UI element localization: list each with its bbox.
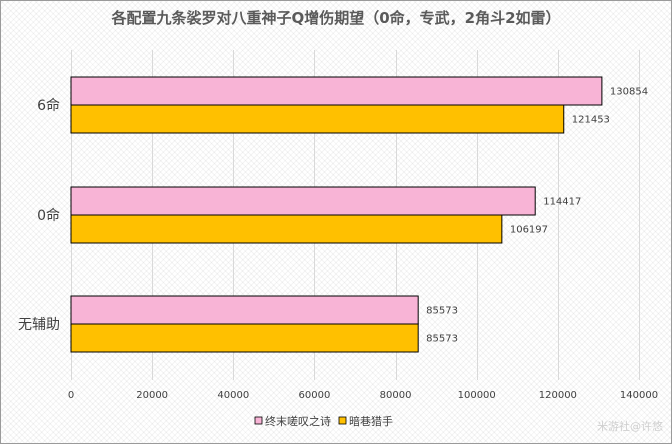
bar	[70, 214, 503, 244]
watermark: 米游社@许悠	[597, 419, 663, 433]
bars	[70, 76, 603, 353]
bar	[70, 295, 419, 325]
data-label: 106197	[510, 225, 548, 236]
chart-title: 各配置九条裟罗对八重神子Q增伤期望（0命，专武，2角斗2如雷）	[110, 9, 560, 27]
legend-label: 终末嗟叹之诗	[265, 414, 331, 428]
data-label: 85573	[426, 334, 458, 345]
category-label: 0命	[37, 207, 60, 224]
bar	[70, 104, 565, 134]
category-label: 无辅助	[18, 317, 60, 333]
x-tick-label: 60000	[299, 390, 331, 401]
x-tick-label: 120000	[539, 390, 577, 401]
data-label: 85573	[426, 306, 458, 317]
x-tick-label: 20000	[136, 390, 168, 401]
bar	[70, 323, 419, 353]
data-label: 130854	[610, 87, 648, 98]
x-axis-ticks: 0 20000 40000 60000 80000 100000 120000 140000	[68, 390, 658, 401]
legend-label: 暗巷猎手	[349, 414, 393, 428]
legend-swatch	[338, 416, 347, 425]
data-label: 114417	[543, 197, 581, 208]
bar	[70, 186, 536, 216]
category-label: 6命	[37, 97, 60, 114]
data-label: 121453	[572, 115, 610, 126]
x-tick-label: 40000	[217, 390, 249, 401]
x-tick-label: 80000	[380, 390, 412, 401]
x-tick-label: 140000	[620, 390, 658, 401]
x-tick-label: 0	[68, 390, 74, 401]
x-tick-label: 100000	[458, 390, 496, 401]
legend: 终末嗟叹之诗 暗巷猎手	[254, 414, 393, 428]
legend-swatch	[254, 416, 263, 425]
data-labels: 130854 121453 114417 106197 85573 85573	[426, 87, 648, 345]
bar	[70, 76, 603, 106]
